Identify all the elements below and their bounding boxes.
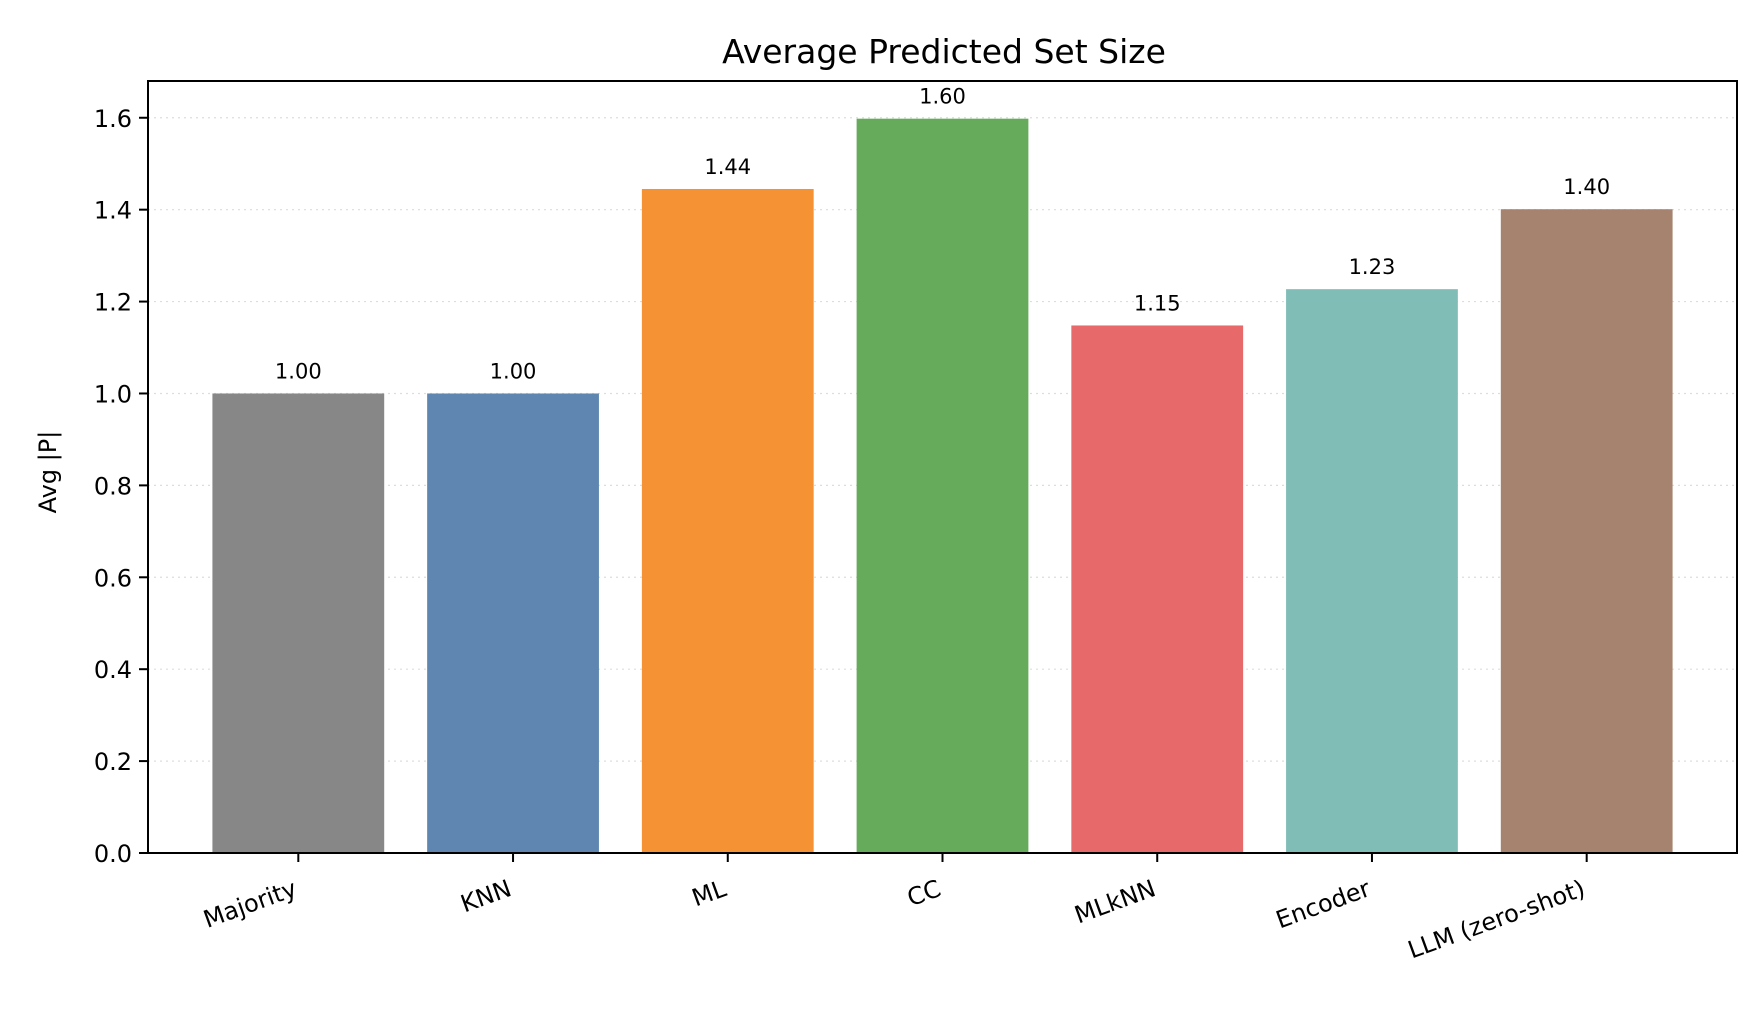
y-axis-label: Avg |P| bbox=[34, 431, 62, 514]
value-labels: 1.00 1.00 1.44 1.60 1.15 1.23 1.40 bbox=[275, 85, 1610, 384]
bar-value-label: 1.00 bbox=[490, 359, 537, 383]
bar-value-label: 1.60 bbox=[919, 85, 966, 109]
bar bbox=[1286, 289, 1458, 853]
y-tick-label: 1.0 bbox=[94, 380, 132, 408]
bars bbox=[212, 118, 1673, 853]
y-tick-label: 0.2 bbox=[94, 748, 132, 776]
bar-value-label: 1.40 bbox=[1563, 175, 1610, 199]
bar bbox=[641, 188, 814, 853]
bar-value-label: 1.44 bbox=[704, 155, 751, 179]
y-tick-label: 0.8 bbox=[94, 472, 132, 500]
y-tick-label: 1.4 bbox=[94, 197, 132, 225]
chart-title: Average Predicted Set Size bbox=[722, 32, 1166, 71]
bar bbox=[1500, 209, 1673, 853]
y-tick-label: 1.6 bbox=[94, 105, 132, 133]
bar-value-label: 1.00 bbox=[275, 359, 322, 383]
y-tick-label: 0.4 bbox=[94, 656, 132, 684]
y-ticks: 0.0 0.2 0.4 0.6 0.8 1.0 1.2 1.4 1.6 bbox=[94, 105, 148, 868]
y-tick-label: 0.6 bbox=[94, 564, 132, 592]
y-tick-label: 1.2 bbox=[94, 289, 132, 317]
grid-lines bbox=[148, 117, 1737, 762]
bar-value-label: 1.15 bbox=[1134, 291, 1181, 315]
bar bbox=[427, 393, 599, 853]
y-tick-label: 0.0 bbox=[94, 840, 132, 868]
bar bbox=[212, 393, 385, 853]
bar-value-label: 1.23 bbox=[1349, 255, 1396, 279]
bar bbox=[1071, 325, 1244, 853]
bar bbox=[856, 118, 1029, 853]
